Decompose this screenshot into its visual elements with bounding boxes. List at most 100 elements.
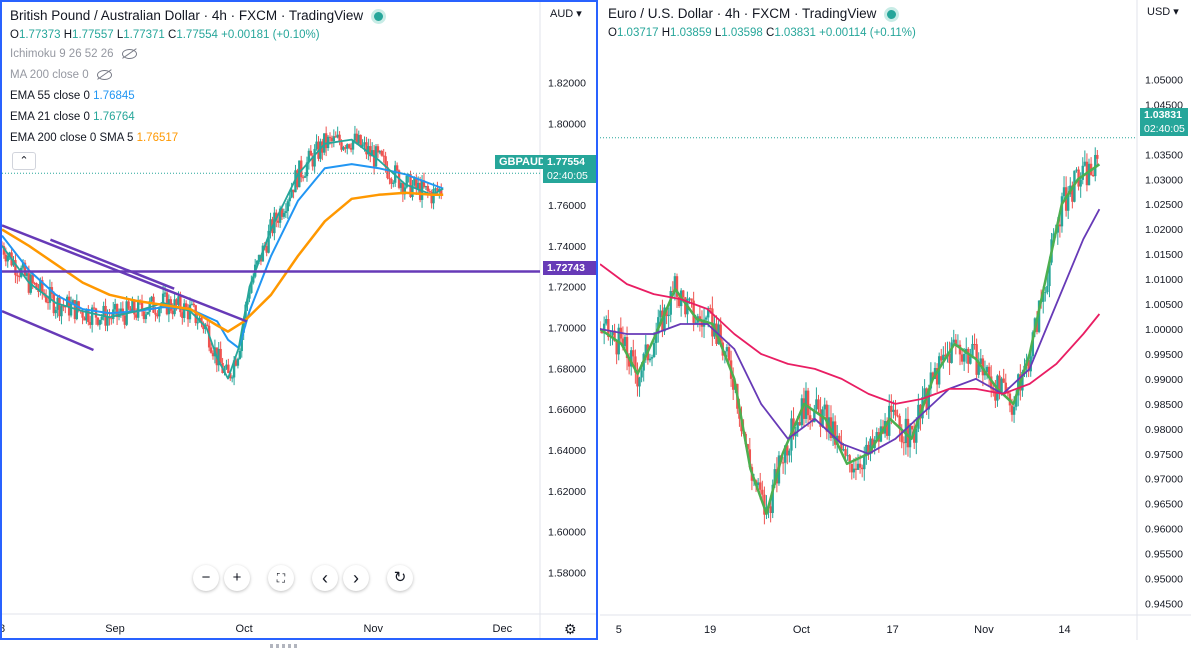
candle-body [422,180,426,188]
candle-body [833,421,837,445]
y-tick-label: 1.02000 [1145,224,1183,236]
level-tag: 1.72743 [543,261,596,275]
y-tick-label: 1.58000 [548,568,586,580]
eurusd-chart-pane[interactable]: 1.050001.045001.040001.035001.030001.025… [600,0,1191,640]
candle-body [819,409,822,427]
candle-body [652,343,656,358]
candle-body [867,444,870,455]
candle-body [900,429,903,443]
candle-body [21,262,25,268]
candle-body [915,428,918,443]
candle-body [842,449,845,451]
y-tick-label: 1.01000 [1145,274,1183,286]
candle-body [353,133,357,141]
candle-body [1083,161,1087,166]
gbpaud-chart-pane[interactable]: 1.820001.800001.780001.760001.740001.720… [0,0,598,640]
candle-body [426,186,430,192]
candle-body [171,310,174,315]
scroll-right-button[interactable]: › [343,565,369,591]
candle-body [267,230,270,253]
candle-body [977,364,980,375]
x-tick-label: 5 [616,624,622,636]
y-tick-label: 0.95000 [1145,574,1183,586]
candle-body [64,306,67,308]
candle-body [825,404,829,432]
series-line [2,163,444,349]
eye-hidden-icon[interactable] [96,69,112,80]
indicator-ema55-label: EMA 55 close 0 [10,90,90,102]
candle-body [160,303,163,309]
left-currency-label[interactable]: AUD ▾ [550,8,582,20]
gbpaud-chart-canvas[interactable]: 1.820001.800001.780001.760001.740001.720… [2,2,596,638]
candle-body [971,343,974,357]
candle-body [636,372,639,387]
candle-body [301,177,305,179]
candle-body [650,357,654,359]
reset-chart-button[interactable]: ↻ [387,565,413,591]
candle-body [796,422,799,432]
candle-body [87,308,90,323]
candle-body [23,262,27,277]
candle-body [798,422,801,426]
y-tick-label: 0.98000 [1145,424,1183,436]
candle-body [315,141,318,149]
candle-body [848,455,851,464]
candle-body [403,187,406,195]
y-tick-label: 0.96500 [1145,499,1183,511]
candle-body [181,312,184,318]
market-open-icon [884,6,900,22]
candle-body [865,444,868,456]
pane-resize-handle[interactable] [270,644,300,648]
y-tick-label: 1.02500 [1145,199,1183,211]
c-label: C [168,29,177,41]
candle-body [234,360,238,366]
indicator-ema21[interactable]: EMA 21 close 0 1.76764 [10,111,135,123]
candle-body [990,376,993,389]
candle-body [858,463,862,468]
zoom-out-button[interactable]: − [193,565,219,591]
eye-hidden-icon[interactable] [121,48,137,59]
indicator-ichimoku[interactable]: Ichimoku 9 26 52 26 [10,48,137,60]
scroll-left-button[interactable]: ‹ [312,565,338,591]
candle-body [632,350,635,357]
settings-gear-icon[interactable]: ⚙ [564,621,577,637]
candle-body [667,314,670,317]
collapse-legend-button[interactable]: ⌃ [12,152,36,170]
right-currency-label[interactable]: USD ▾ [1147,6,1179,18]
candle-body [1000,378,1003,392]
indicator-ema55[interactable]: EMA 55 close 0 1.76845 [10,90,135,102]
trend-line [2,310,94,352]
candle-body [719,324,722,343]
series-line [600,263,1101,405]
candle-body [334,136,337,138]
candle-body [367,146,370,155]
candle-body [131,300,134,312]
left-price-text: 1.77554 [547,156,585,168]
indicator-ma200[interactable]: MA 200 close 0 [10,69,112,81]
candle-body [894,409,897,416]
candle-body [605,319,608,324]
candle-body [390,178,393,184]
candle-body [46,302,50,304]
candle-body [413,177,416,186]
candle-body [192,303,196,306]
candle-body [711,308,714,337]
candle-body [1087,163,1091,186]
indicator-ema200[interactable]: EMA 200 close 0 SMA 5 1.76517 [10,132,178,144]
candle-body [123,315,126,325]
y-tick-label: 0.99500 [1145,349,1183,361]
candle-body [1002,378,1005,383]
right-price-text: 1.03831 [1144,109,1182,121]
zoom-in-button[interactable]: + [224,565,250,591]
candle-body [378,150,382,153]
candle-body [424,186,428,188]
candle-body [688,298,691,300]
candle-body [415,177,418,189]
candle-body [869,438,872,455]
eurusd-chart-canvas[interactable]: 1.050001.045001.040001.035001.030001.025… [600,0,1191,640]
y-tick-label: 1.00000 [1145,324,1183,336]
fullscreen-button[interactable]: ⛶ [268,565,294,591]
candle-body [823,404,826,410]
right-price-tag: 1.03831 02:40:05 [1140,108,1188,136]
y-tick-label: 1.62000 [548,486,586,498]
